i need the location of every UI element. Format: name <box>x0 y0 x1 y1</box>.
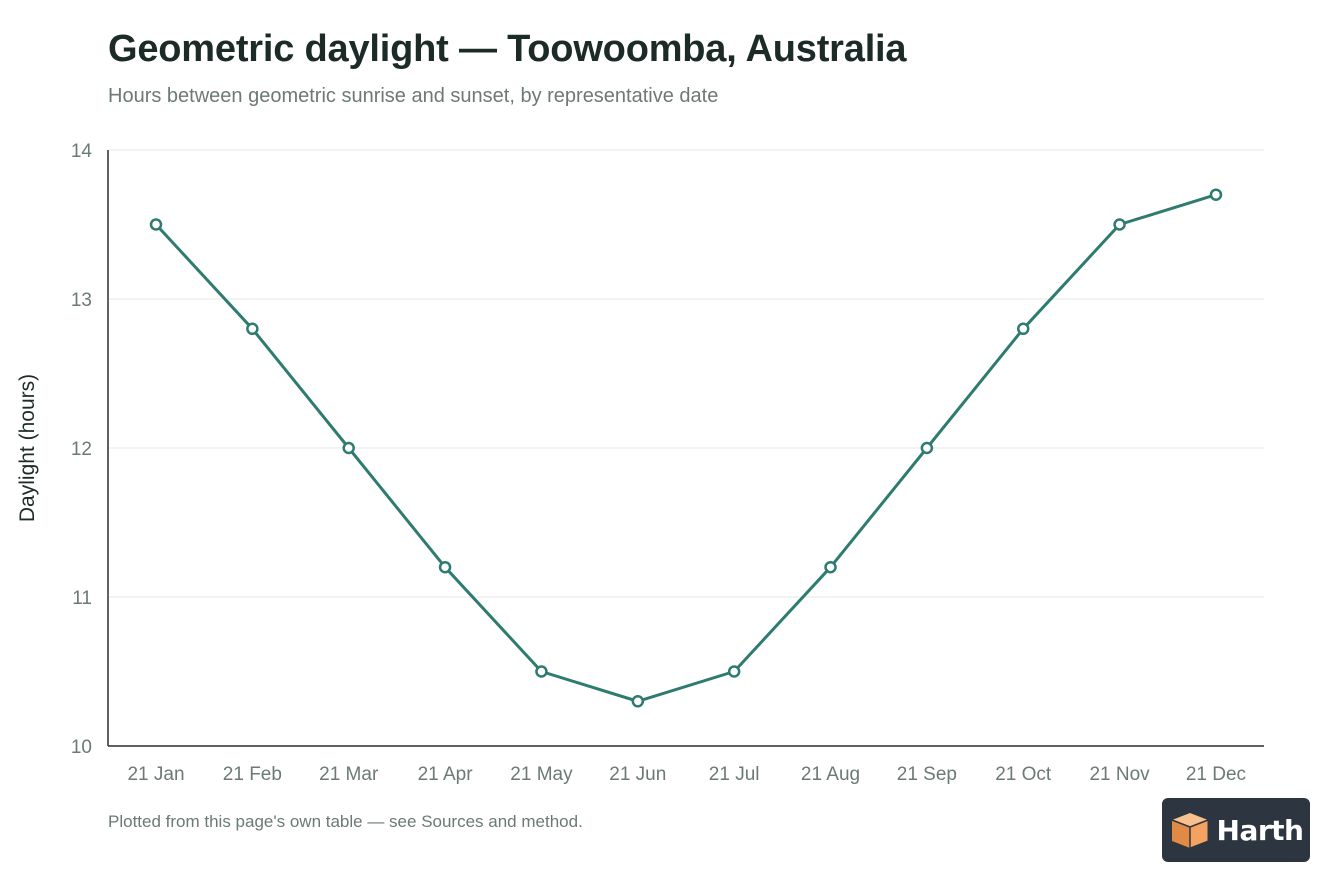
data-point <box>246 322 259 336</box>
y-tick-label: 12 <box>71 439 92 460</box>
y-axis-label: Daylight (hours) <box>16 374 39 522</box>
data-point <box>1113 218 1126 231</box>
data-point <box>920 441 934 455</box>
x-tick-label: 21 Feb <box>223 764 282 785</box>
data-point <box>1209 188 1223 201</box>
data-point <box>631 695 645 708</box>
x-tick-label: 21 Jan <box>127 764 184 785</box>
y-tick-label: 13 <box>71 290 92 311</box>
data-point <box>535 665 548 678</box>
data-point <box>438 560 452 574</box>
footnote: Plotted from this page's own table — see… <box>108 812 583 831</box>
brand-logo[interactable]: Harth <box>1162 798 1310 862</box>
data-point <box>824 560 837 574</box>
y-tick-label: 11 <box>72 588 92 609</box>
brand-logo-icon <box>1171 812 1209 849</box>
chart-subtitle: Hours between geometric sunrise and suns… <box>108 85 719 107</box>
x-tick-label: 21 May <box>510 764 573 785</box>
x-tick-label: 21 Jul <box>709 764 760 785</box>
x-tick-label: 21 Jun <box>609 764 666 785</box>
data-point <box>1016 322 1030 336</box>
x-tick-label: 21 Apr <box>418 764 474 785</box>
x-tick-label: 21 Nov <box>1089 764 1150 785</box>
y-tick-label: 14 <box>71 141 93 162</box>
series-line <box>154 193 1218 703</box>
data-point <box>342 441 355 455</box>
x-tick-label: 21 Aug <box>801 764 860 785</box>
chart-title: Geometric daylight — Toowoomba, Australi… <box>108 28 907 70</box>
x-tick-label: 21 Mar <box>319 764 379 785</box>
x-tick-label: 21 Oct <box>995 764 1052 785</box>
x-tick-label: 21 Sep <box>897 764 957 785</box>
data-point <box>149 218 163 231</box>
brand-logo-text: Harth <box>1216 813 1304 847</box>
data-point <box>727 665 741 678</box>
y-tick-label: 10 <box>71 737 92 758</box>
x-tick-label: 21 Dec <box>1186 764 1246 785</box>
